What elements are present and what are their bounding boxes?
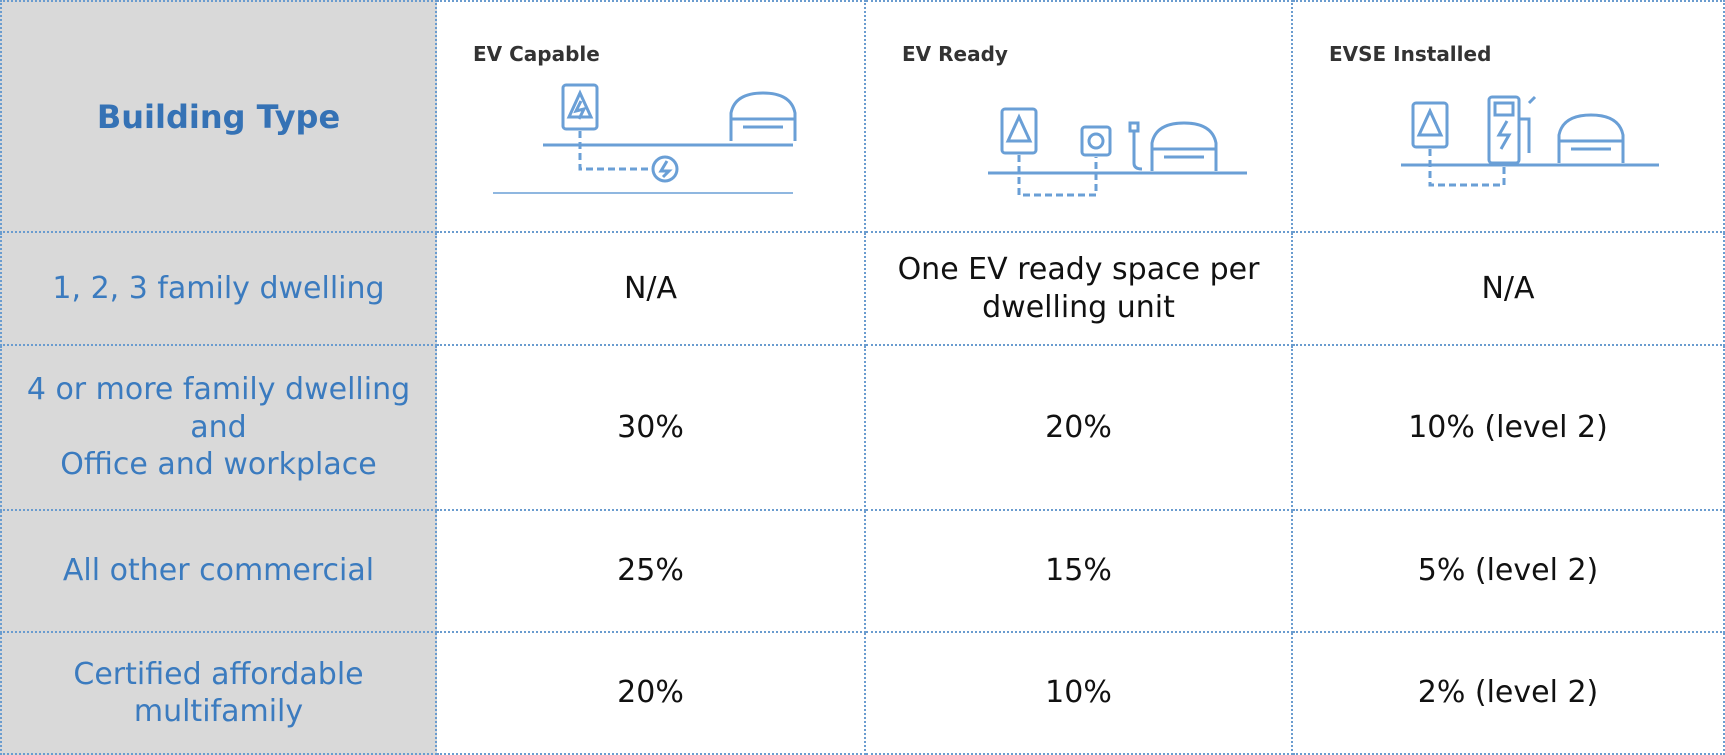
header-ev-ready: EV Ready (866, 0, 1293, 233)
row-label: 4 or more family dwelling and Office and… (0, 346, 437, 511)
header-evse-installed: EVSE Installed (1293, 0, 1725, 233)
ev-ready-icon (902, 73, 1262, 203)
column-label: EV Capable (473, 42, 600, 67)
cell: 25% (437, 511, 866, 633)
cell: 30% (437, 346, 866, 511)
cell: One EV ready space per dwelling unit (866, 233, 1293, 346)
header-ev-capable: EV Capable (437, 0, 866, 233)
ev-capable-icon (473, 73, 813, 203)
row-label: Certified affordable multifamily (0, 633, 437, 755)
cell: 20% (437, 633, 866, 755)
requirements-table: Building Type EV Capable EV Ready EVSE I… (0, 0, 1725, 755)
row-label-line: 4 or more family dwelling and (16, 371, 421, 446)
column-label: EVSE Installed (1329, 42, 1491, 67)
cell: 20% (866, 346, 1293, 511)
cell: 10% (level 2) (1293, 346, 1725, 511)
cell: N/A (1293, 233, 1725, 346)
cell: 10% (866, 633, 1293, 755)
row-label: 1, 2, 3 family dwelling (0, 233, 437, 346)
column-label: EV Ready (902, 42, 1008, 67)
cell: 2% (level 2) (1293, 633, 1725, 755)
cell: 15% (866, 511, 1293, 633)
cell: 5% (level 2) (1293, 511, 1725, 633)
row-label-line: Office and workplace (60, 446, 376, 484)
evse-installed-icon (1329, 73, 1689, 203)
row-label: All other commercial (0, 511, 437, 633)
cell: N/A (437, 233, 866, 346)
header-building-type: Building Type (0, 0, 437, 233)
